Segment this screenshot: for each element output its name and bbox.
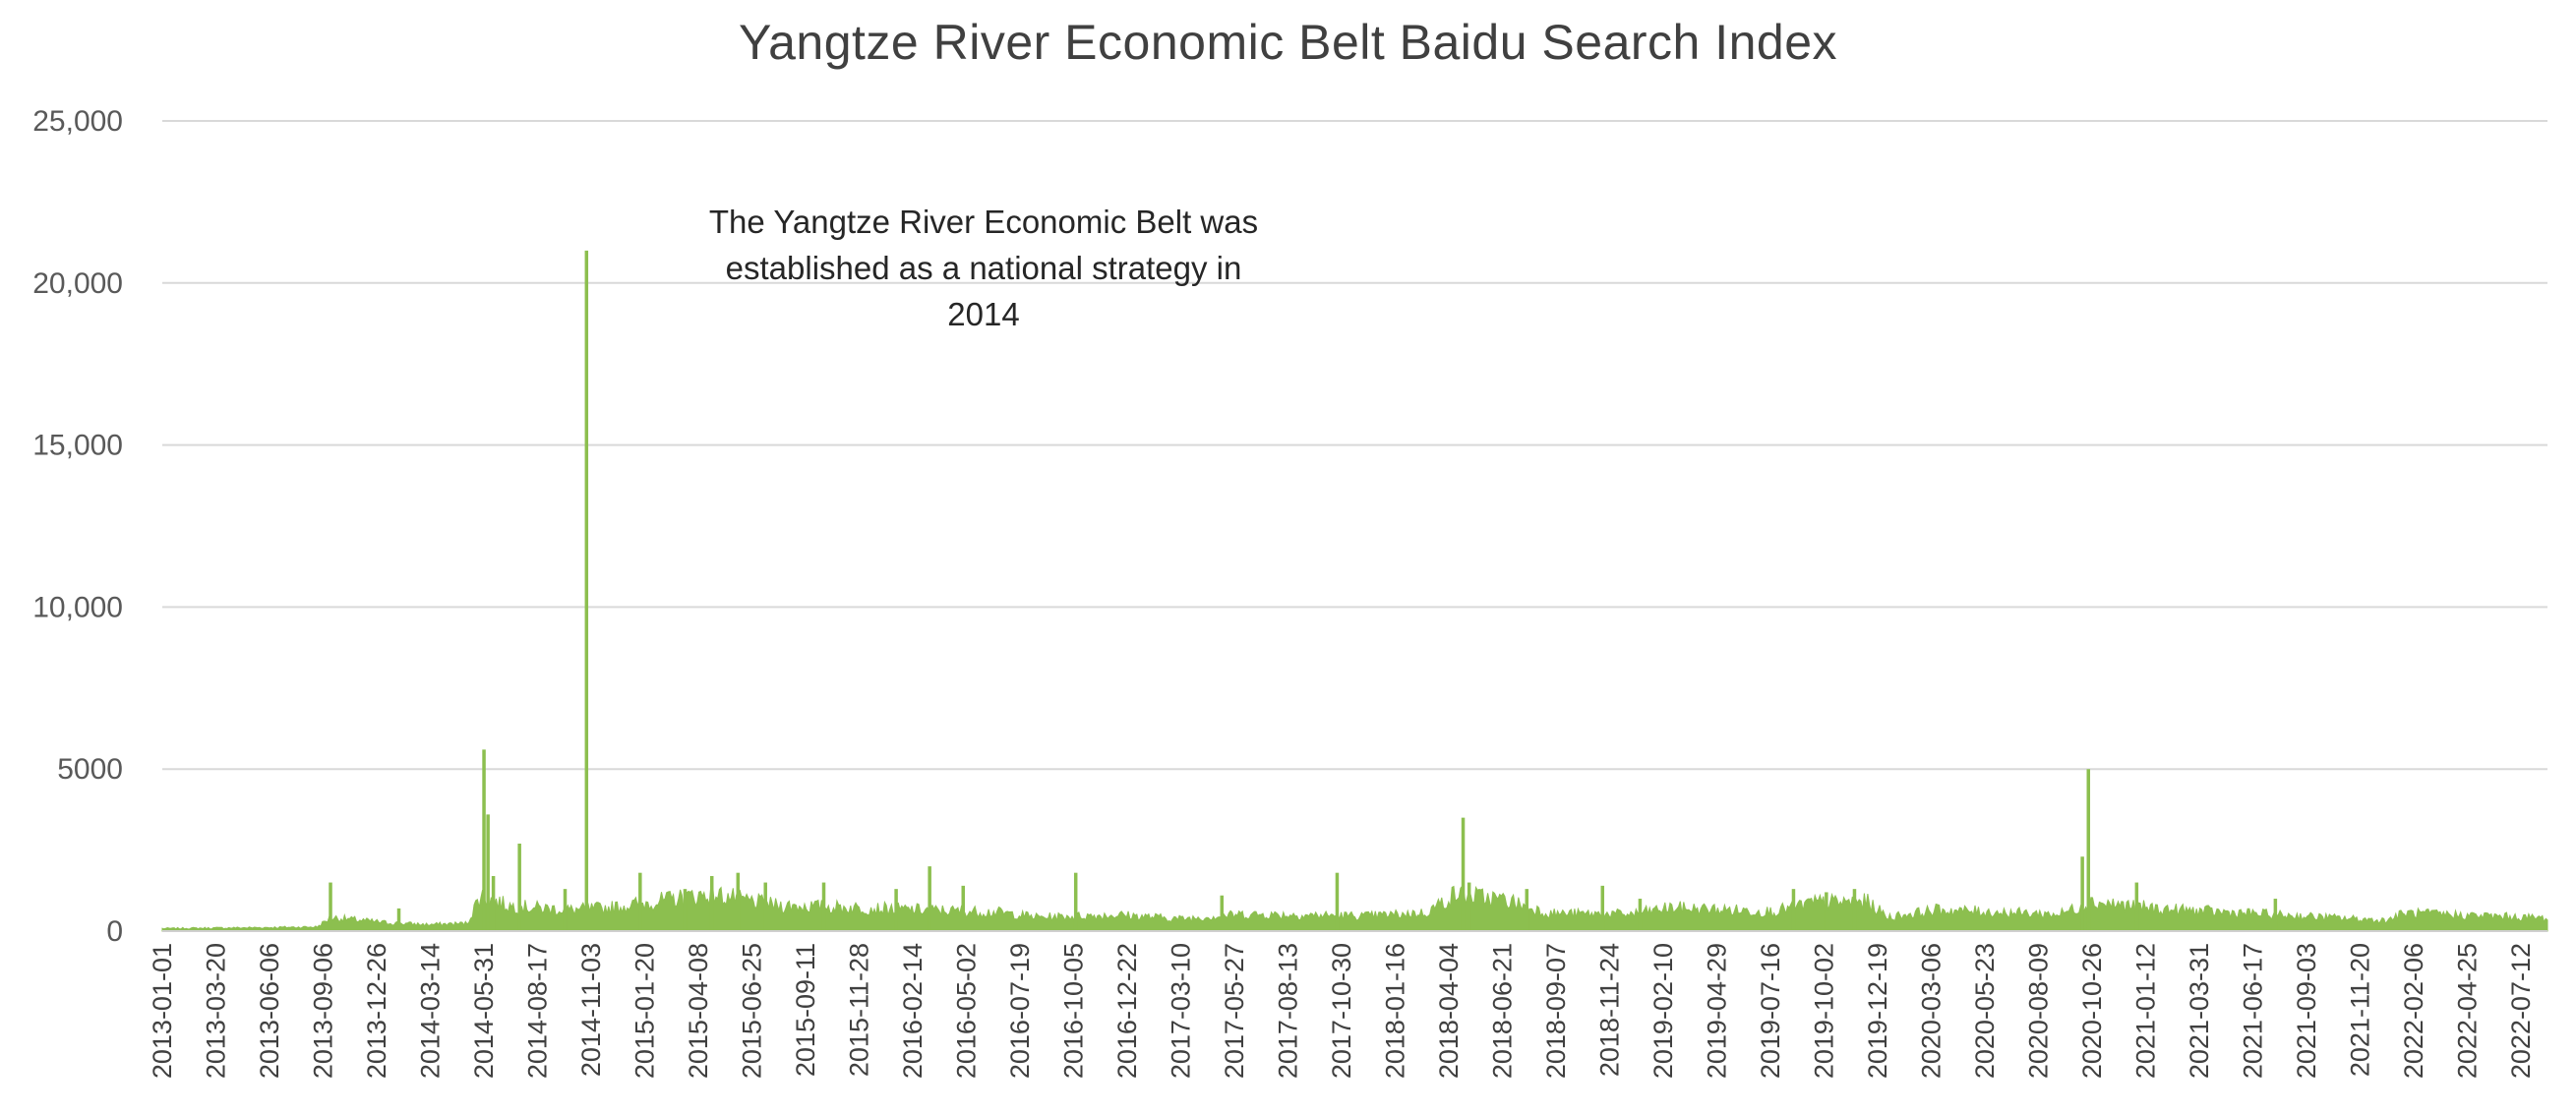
x-tick-label: 2018-01-16 — [1380, 943, 1409, 1079]
x-tick-label: 2014-11-03 — [576, 943, 606, 1077]
x-tick-label: 2015-04-08 — [684, 943, 713, 1079]
x-tick-label: 2016-12-22 — [1112, 943, 1142, 1079]
x-tick-label: 2019-12-19 — [1863, 943, 1892, 1079]
x-tick-label: 2017-03-10 — [1166, 943, 1195, 1079]
x-tick-label: 2020-05-23 — [1970, 943, 2000, 1079]
x-tick-label: 2022-07-12 — [2506, 943, 2536, 1079]
series-area — [161, 250, 2548, 932]
gridlines — [162, 120, 2547, 771]
x-tick-label: 2018-06-21 — [1487, 943, 1517, 1079]
y-tick-label: 15,000 — [32, 430, 123, 462]
x-tick-label: 2013-01-01 — [148, 943, 177, 1079]
x-tick-label: 2020-03-06 — [1916, 943, 1946, 1079]
x-tick-label: 2021-11-20 — [2345, 943, 2374, 1077]
x-tick-label: 2021-01-12 — [2130, 943, 2160, 1079]
x-tick-label: 2022-04-25 — [2452, 943, 2482, 1079]
x-tick-label: 2013-09-06 — [309, 943, 338, 1079]
chart-annotation: The Yangtze River Economic Belt was esta… — [708, 204, 1259, 332]
x-axis-ticks: 2013-01-01 2013-03-20 2013-06-06 2013-09-06… — [148, 943, 2536, 1079]
y-tick-label: 0 — [106, 915, 123, 948]
x-tick-label: 2018-09-07 — [1541, 943, 1571, 1079]
x-tick-label: 2019-02-10 — [1648, 943, 1678, 1079]
x-tick-label: 2021-09-03 — [2292, 943, 2321, 1079]
x-tick-label: 2017-08-13 — [1273, 943, 1302, 1079]
x-tick-label: 2021-03-31 — [2185, 943, 2214, 1079]
x-tick-label: 2013-12-26 — [362, 943, 391, 1079]
x-tick-label: 2016-05-02 — [951, 943, 981, 1079]
x-tick-label: 2015-06-25 — [737, 943, 766, 1079]
x-tick-label: 2018-11-24 — [1594, 943, 1624, 1077]
x-tick-label: 2016-02-14 — [898, 943, 928, 1079]
x-tick-label: 2016-07-19 — [1005, 943, 1035, 1079]
x-tick-label: 2019-10-02 — [1809, 943, 1838, 1079]
y-tick-label: 25,000 — [32, 105, 123, 138]
x-tick-label: 2020-08-09 — [2023, 943, 2053, 1079]
x-tick-label: 2013-03-20 — [202, 943, 231, 1079]
x-tick-label: 2015-09-11 — [791, 943, 820, 1077]
x-tick-label: 2015-01-20 — [629, 943, 659, 1079]
x-tick-label: 2014-08-17 — [523, 943, 553, 1079]
x-tick-label: 2019-07-16 — [1756, 943, 1785, 1079]
y-axis-ticks: 25,000 20,000 15,000 10,000 5000 0 — [32, 105, 123, 948]
x-tick-label: 2020-10-26 — [2077, 943, 2107, 1079]
x-tick-label: 2019-04-29 — [1702, 943, 1731, 1079]
y-tick-label: 5000 — [57, 753, 123, 786]
x-tick-label: 2013-06-06 — [255, 943, 284, 1079]
x-tick-label: 2014-05-31 — [469, 943, 499, 1079]
x-tick-label: 2017-05-27 — [1220, 943, 1249, 1079]
chart-title: Yangtze River Economic Belt Baidu Search… — [738, 15, 1838, 70]
x-tick-label: 2017-10-30 — [1327, 943, 1356, 1079]
x-tick-label: 2021-06-17 — [2238, 943, 2267, 1079]
x-tick-label: 2018-04-04 — [1434, 943, 1464, 1079]
x-tick-label: 2022-02-06 — [2399, 943, 2428, 1079]
y-tick-label: 10,000 — [32, 591, 123, 623]
y-tick-label: 20,000 — [32, 267, 123, 300]
x-tick-label: 2015-11-28 — [844, 943, 873, 1077]
x-tick-label: 2014-03-14 — [416, 943, 446, 1079]
x-tick-label: 2016-10-05 — [1058, 943, 1088, 1079]
series-area-fill — [161, 883, 2548, 932]
